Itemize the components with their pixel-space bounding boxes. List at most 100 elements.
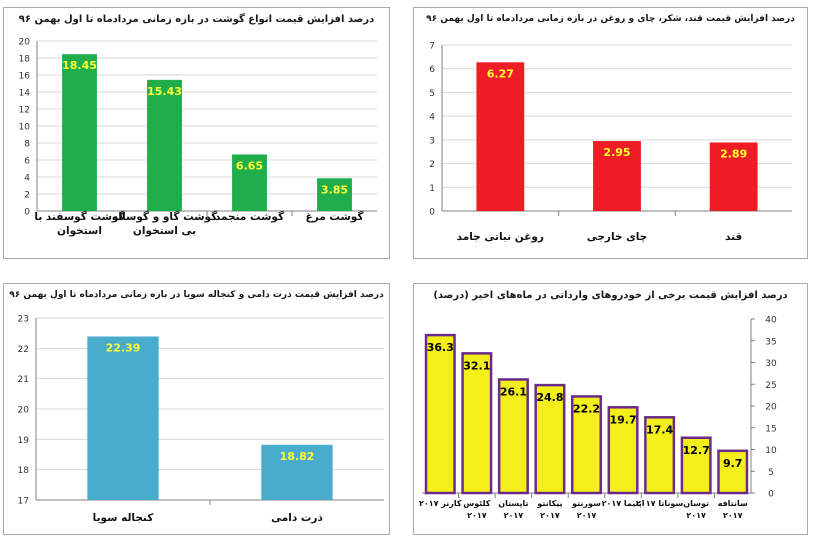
x-tick-label: سانتافه ۲۰۱۷ bbox=[718, 499, 748, 520]
y-tick-label: 5 bbox=[768, 468, 774, 478]
bar bbox=[607, 406, 639, 495]
y-tick-label: 22 bbox=[18, 345, 29, 355]
x-tick-label: کارنز ۲۰۱۷ bbox=[419, 499, 462, 508]
y-tick-label: 20 bbox=[18, 406, 30, 416]
data-label: 36.3 bbox=[427, 341, 454, 354]
y-tick-label: 23 bbox=[18, 315, 29, 325]
bar bbox=[644, 416, 676, 495]
data-label: 26.1 bbox=[500, 385, 527, 398]
data-label: 3.85 bbox=[321, 183, 348, 196]
y-tick-label: 18 bbox=[19, 55, 31, 65]
x-tick-label: گوشت گاو و گوساله بی استخوان bbox=[112, 210, 218, 237]
chart-panel-meat: درصد افزایش قیمت انواع گوشت در بازه زمان… bbox=[3, 7, 390, 259]
x-tick-label: تاپستان ۲۰۱۷ bbox=[498, 499, 528, 520]
y-tick-label: 16 bbox=[19, 72, 31, 82]
bar bbox=[709, 142, 758, 211]
y-tick-label: 2 bbox=[24, 191, 30, 201]
data-label: 18.45 bbox=[62, 59, 97, 72]
bar bbox=[147, 79, 182, 211]
bar bbox=[717, 449, 749, 495]
data-label: 22.2 bbox=[573, 402, 600, 415]
y-tick-label: 10 bbox=[765, 446, 777, 456]
chart-title: درصد افزایش قیمت ذرت دامی و کنجاله سویا … bbox=[9, 290, 384, 300]
y-tick-label: 4 bbox=[429, 113, 435, 123]
y-tick-label: 3 bbox=[429, 136, 435, 146]
y-tick-label: 8 bbox=[24, 140, 30, 150]
data-label: 22.39 bbox=[106, 342, 141, 355]
y-tick-label: 6 bbox=[429, 65, 435, 75]
x-tick-label: سوناتا ۲۰۱۷ bbox=[636, 499, 683, 508]
y-tick-label: 0 bbox=[24, 208, 30, 218]
chart-title: درصد افزایش قیمت برخی از خودروهای واردات… bbox=[433, 290, 788, 301]
bar bbox=[317, 178, 352, 211]
bar bbox=[680, 436, 712, 495]
y-tick-label: 17 bbox=[18, 497, 29, 507]
x-tick-label: قند bbox=[725, 231, 742, 243]
y-tick-label: 7 bbox=[429, 42, 435, 52]
chart-svg: 0 5 10 15 20 25 30 35 40 9.7 سانتافه ۲۰۱۷ 12.7 توسان ۲… bbox=[419, 316, 777, 521]
y-tick-label: 30 bbox=[765, 359, 777, 369]
y-tick-label: 1 bbox=[429, 184, 435, 194]
x-tick-label: گوشت گوسفند با استخوان bbox=[34, 210, 125, 237]
chart-svg: 17 18 19 20 21 22 23 18.82 ذرت دامی 22.39 کنجاله س… bbox=[18, 315, 384, 524]
chart-title: درصد افزایش قیمت انواع گوشت در بازه زمان… bbox=[18, 14, 375, 25]
y-tick-label: 20 bbox=[765, 403, 777, 413]
x-tick-label: کلئوس ۲۰۱۷ bbox=[463, 499, 491, 520]
x-tick-label: کنجاله سویا bbox=[93, 512, 155, 524]
x-tick-label: روغن نباتی جامد bbox=[457, 231, 544, 243]
y-tick-label: 20 bbox=[19, 38, 31, 48]
chart-title: درصد افزایش قیمت قند، شکر، چای و روغن در… bbox=[426, 14, 795, 24]
y-tick-label: 6 bbox=[24, 157, 30, 167]
y-tick-label: 35 bbox=[765, 337, 776, 347]
y-tick-label: 0 bbox=[768, 490, 774, 500]
y-tick-label: 0 bbox=[429, 208, 435, 218]
bar bbox=[534, 383, 566, 495]
bar bbox=[570, 395, 603, 495]
chart-panel-corn-soy: درصد افزایش قیمت ذرت دامی و کنجاله سویا … bbox=[3, 283, 390, 535]
y-tick-label: 25 bbox=[765, 381, 776, 391]
data-label: 9.7 bbox=[723, 457, 743, 470]
bar bbox=[261, 444, 333, 500]
x-tick-label: پیکانتو ۲۰۱۷ bbox=[536, 499, 562, 520]
y-tick-label: 2 bbox=[429, 160, 435, 170]
data-label: 2.89 bbox=[720, 147, 747, 160]
y-tick-label: 15 bbox=[765, 424, 776, 434]
y-tick-label: 10 bbox=[19, 123, 31, 133]
data-label: 6.65 bbox=[236, 159, 263, 172]
bar bbox=[87, 336, 159, 500]
data-label: 24.8 bbox=[536, 391, 563, 404]
x-tick-label: گوشت مرغ bbox=[306, 210, 365, 223]
bar bbox=[461, 352, 493, 495]
chart-panel-sugar-tea-oil: درصد افزایش قیمت قند، شکر، چای و روغن در… bbox=[413, 7, 808, 259]
y-tick-label: 21 bbox=[18, 375, 29, 385]
bar bbox=[497, 378, 529, 495]
y-tick-label: 40 bbox=[765, 316, 777, 326]
bar bbox=[232, 154, 267, 211]
y-tick-label: 5 bbox=[429, 89, 435, 99]
chart-svg: 0 2 4 6 8 10 12 14 16 18 20 3.85 گوشت مرغ 6.65 گوشت من… bbox=[19, 38, 377, 237]
y-tick-label: 18 bbox=[18, 466, 30, 476]
x-tick-label: گوشت منجمد bbox=[215, 210, 285, 223]
bar bbox=[593, 141, 641, 211]
x-tick-label: توسان ۲۰۱۷ bbox=[683, 499, 709, 520]
y-tick-label: 14 bbox=[19, 89, 31, 99]
data-label: 32.1 bbox=[463, 359, 490, 372]
x-tick-label: سورنتو ۲۰۱۷ bbox=[571, 499, 601, 520]
bar bbox=[62, 54, 97, 211]
data-label: 19.7 bbox=[609, 413, 636, 426]
data-label: 2.95 bbox=[603, 146, 630, 159]
y-tick-label: 19 bbox=[18, 436, 30, 446]
data-label: 12.7 bbox=[683, 444, 710, 457]
data-label: 18.82 bbox=[280, 450, 315, 463]
data-label: 17.4 bbox=[646, 423, 673, 436]
x-tick-label: اپتیما ۲۰۱۷ bbox=[602, 499, 645, 508]
bar bbox=[476, 62, 525, 211]
x-tick-label: ذرت دامی bbox=[271, 512, 323, 524]
x-tick-label: چای خارجی bbox=[587, 231, 648, 243]
data-label: 15.43 bbox=[147, 85, 182, 98]
y-tick-label: 12 bbox=[19, 106, 30, 116]
y-tick-label: 4 bbox=[24, 174, 30, 184]
chart-svg: 0 1 2 3 4 5 6 7 2.89 قند 2.95 چای خارجی 6.27 روغن نبا… bbox=[429, 42, 792, 243]
data-label: 6.27 bbox=[487, 67, 514, 80]
bar bbox=[424, 333, 456, 495]
